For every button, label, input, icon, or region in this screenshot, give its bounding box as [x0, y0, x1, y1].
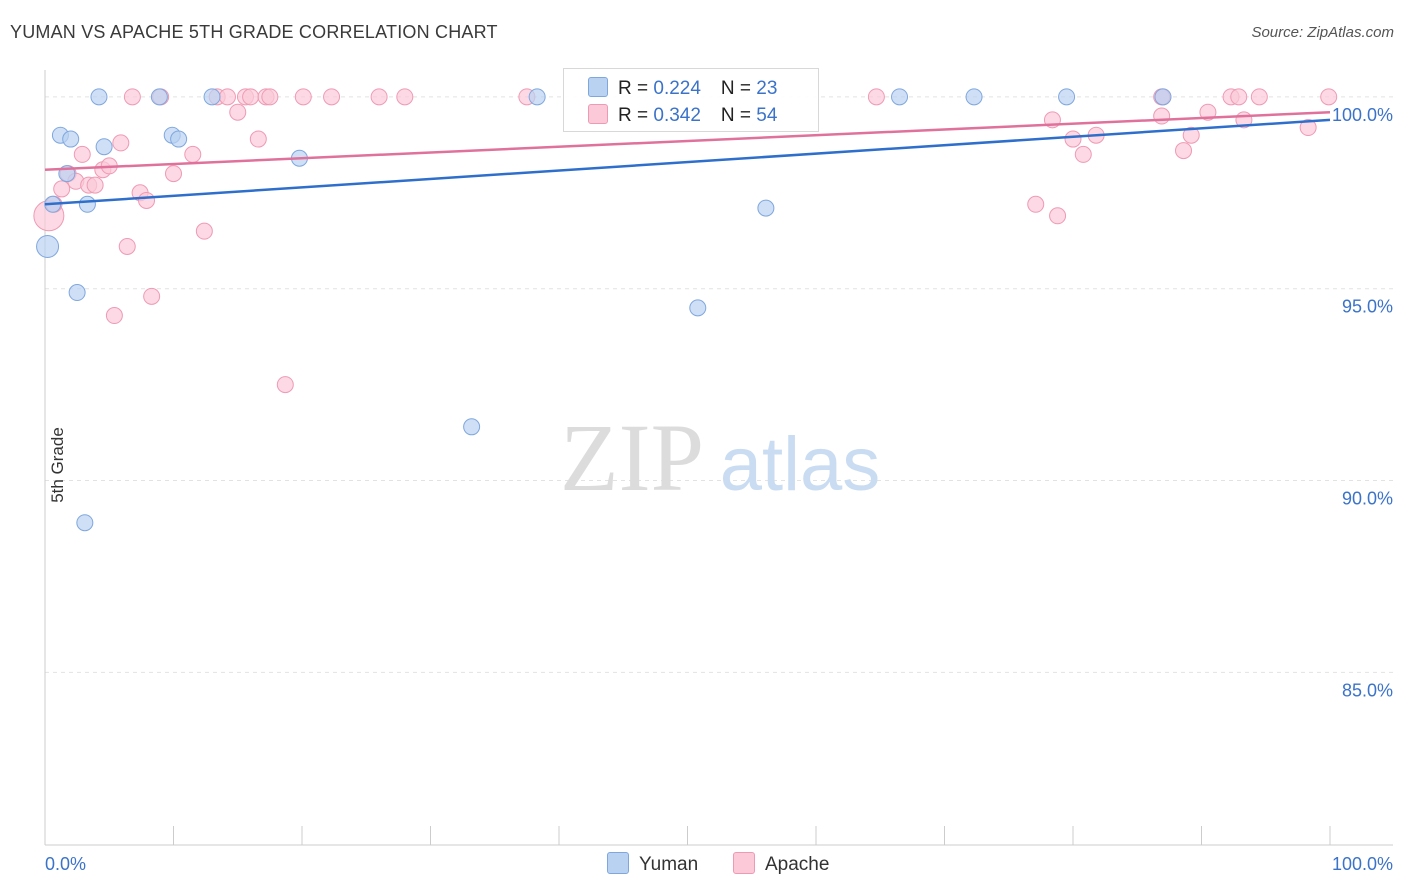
- yuman-point: [36, 234, 60, 258]
- apache-r-value: 0.342: [653, 105, 701, 126]
- legend-row-yuman: R = 0.224 N = 23: [588, 77, 777, 99]
- yuman-legend-label: Yuman: [639, 854, 699, 875]
- apache-trend-line: [44, 110, 1331, 172]
- apache-point: [242, 88, 260, 106]
- apache-swatch: [588, 104, 608, 124]
- yuman-point: [78, 195, 96, 213]
- source-credit: Source: ZipAtlas.com: [1251, 24, 1394, 41]
- apache-point: [867, 88, 885, 106]
- apache-point: [1320, 88, 1338, 106]
- bottom-legend-yuman[interactable]: Yuman: [607, 852, 698, 876]
- chart-title: YUMAN VS APACHE 5TH GRADE CORRELATION CH…: [10, 22, 498, 42]
- apache-point: [123, 88, 141, 106]
- apache-point: [1199, 103, 1217, 121]
- apache-point: [1153, 107, 1171, 125]
- y-axis-label: 5th Grade: [47, 427, 67, 503]
- y-tick-label: 90.0%: [1342, 489, 1393, 509]
- apache-point: [1299, 119, 1317, 137]
- apache-legend-label: Apache: [765, 854, 830, 875]
- y-tick-label: 85.0%: [1342, 680, 1393, 700]
- apache-r-label: R =: [618, 105, 654, 126]
- yuman-legend-swatch: [607, 852, 629, 874]
- y-tick-label: 95.0%: [1342, 297, 1393, 317]
- yuman-point: [689, 299, 707, 317]
- yuman-point: [150, 88, 168, 106]
- apache-point: [396, 88, 414, 106]
- apache-point: [1049, 207, 1067, 225]
- yuman-point: [528, 88, 546, 106]
- yuman-r-value: 0.224: [653, 78, 701, 99]
- apache-point: [370, 88, 388, 106]
- apache-point: [118, 237, 136, 255]
- yuman-point: [1154, 88, 1172, 106]
- yuman-point: [90, 88, 108, 106]
- watermark-atlas: atlas: [720, 422, 881, 507]
- apache-point: [1175, 142, 1193, 160]
- apache-point: [1027, 195, 1045, 213]
- yuman-point: [1058, 88, 1076, 106]
- x-tick-label: 0.0%: [45, 854, 86, 874]
- grid-lines: [45, 96, 1393, 673]
- yuman-point: [891, 88, 909, 106]
- apache-point: [229, 103, 247, 121]
- apache-point: [1250, 88, 1268, 106]
- watermark: ZIP atlas: [560, 404, 880, 511]
- apache-point: [1182, 126, 1200, 144]
- yuman-point: [62, 130, 80, 148]
- apache-n-label: N =: [720, 105, 757, 126]
- apache-point: [323, 88, 341, 106]
- x-tick-labels: 0.0% 100.0%: [45, 854, 1393, 874]
- apache-point: [184, 145, 202, 163]
- apache-point: [294, 88, 312, 106]
- yuman-point: [68, 284, 86, 302]
- apache-point: [112, 134, 130, 152]
- apache-point: [86, 176, 104, 194]
- stats-legend: R = 0.224 N = 23 R = 0.342 N = 54: [563, 68, 819, 132]
- yuman-r-label: R =: [618, 78, 654, 99]
- yuman-point: [463, 418, 481, 436]
- apache-point: [73, 145, 91, 163]
- y-tick-label: 100.0%: [1332, 105, 1393, 125]
- yuman-point: [76, 514, 94, 532]
- apache-legend-swatch: [733, 852, 755, 874]
- apache-point: [249, 130, 267, 148]
- apache-point: [1230, 88, 1248, 106]
- yuman-swatch: [588, 77, 608, 97]
- axes: [44, 70, 1393, 846]
- apache-point: [276, 376, 294, 394]
- apache-point: [143, 287, 161, 305]
- apache-point: [165, 165, 182, 183]
- apache-point: [105, 307, 123, 325]
- apache-point: [261, 88, 279, 106]
- yuman-point: [95, 138, 113, 156]
- apache-point: [1074, 145, 1092, 163]
- trend-lines: [44, 110, 1331, 206]
- apache-point: [195, 222, 213, 240]
- yuman-point: [965, 88, 983, 106]
- yuman-point: [170, 130, 188, 148]
- yuman-trend-line: [44, 118, 1331, 206]
- yuman-n-value: 23: [756, 78, 778, 99]
- apache-point: [218, 88, 236, 106]
- bottom-legend-apache[interactable]: Apache: [733, 852, 829, 876]
- yuman-point: [203, 88, 221, 106]
- apache-point: [1064, 130, 1082, 148]
- legend-row-apache: R = 0.342 N = 54: [588, 104, 777, 126]
- watermark-zip: ZIP: [560, 404, 704, 511]
- apache-n-value: 54: [756, 105, 778, 126]
- x-tick-label: 100.0%: [1332, 854, 1393, 874]
- yuman-n-label: N =: [720, 78, 757, 99]
- apache-point: [53, 180, 71, 198]
- y-tick-labels: 85.0% 90.0% 95.0% 100.0%: [1332, 105, 1393, 700]
- yuman-point: [757, 199, 775, 217]
- apache-point: [138, 191, 156, 209]
